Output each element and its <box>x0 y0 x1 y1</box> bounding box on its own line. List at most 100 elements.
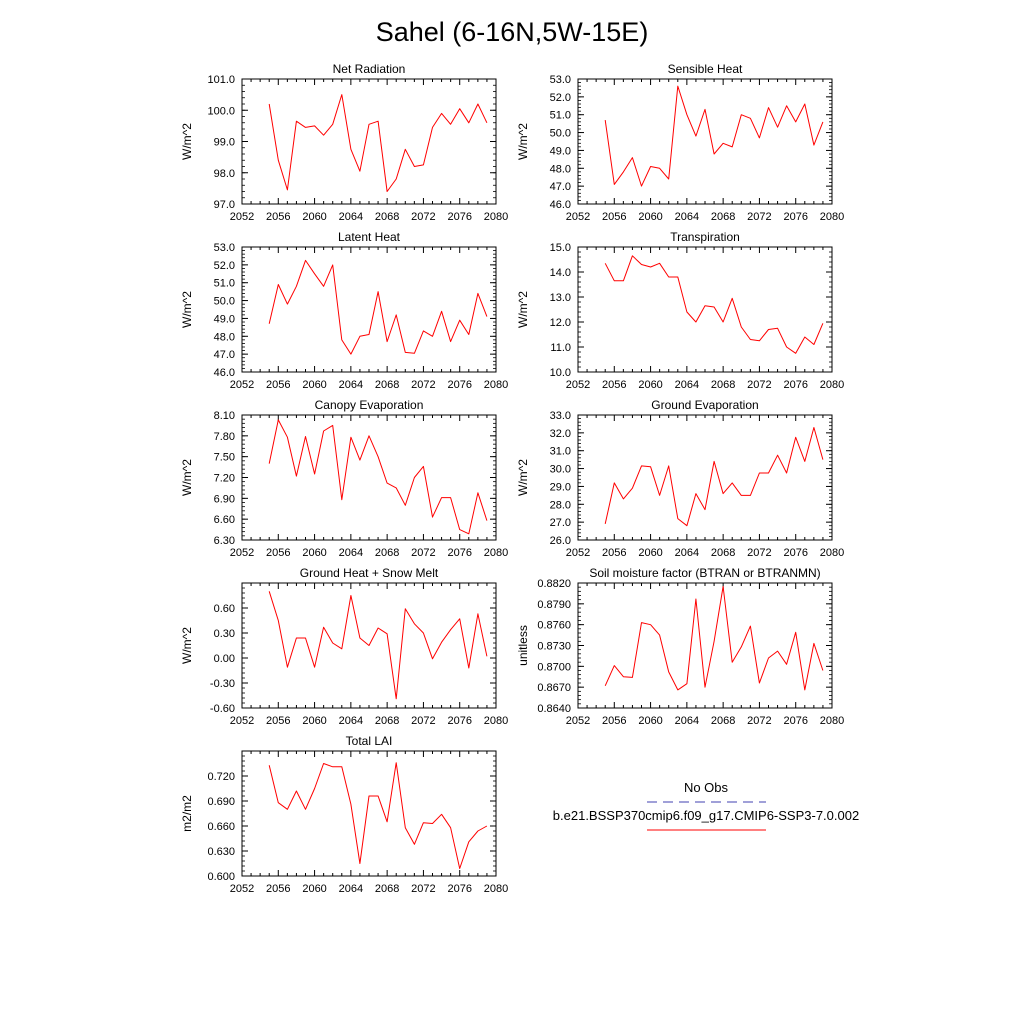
y-tick-label: 12.0 <box>550 317 571 329</box>
panel-title: Ground Evaporation <box>651 398 758 412</box>
y-axis-label: W/m^2 <box>180 291 194 328</box>
y-tick-label: 0.8790 <box>537 599 571 611</box>
plot-frame <box>241 750 497 877</box>
y-tick-label: 48.0 <box>214 331 235 343</box>
y-tick-label: 0.8700 <box>537 661 571 673</box>
y-tick-label: 0.8820 <box>537 578 571 590</box>
x-tick-label: 2064 <box>339 715 363 727</box>
y-tick-label: 6.90 <box>214 493 235 505</box>
x-tick-label: 2064 <box>675 715 699 727</box>
y-tick-label: 11.0 <box>550 342 571 354</box>
x-tick-label: 2076 <box>447 547 471 559</box>
x-tick-label: 2064 <box>339 379 363 391</box>
y-tick-label: 0.00 <box>214 653 235 665</box>
x-tick-label: 2072 <box>747 211 771 223</box>
panel-title: Sensible Heat <box>668 62 743 76</box>
y-axis-label: W/m^2 <box>516 123 530 160</box>
panel-8: Soil moisture factor (BTRAN or BTRANMN) u… <box>516 566 844 727</box>
x-tick-label: 2052 <box>566 379 590 391</box>
x-tick-label: 2068 <box>375 379 399 391</box>
y-tick-label: 0.8760 <box>537 620 571 632</box>
y-axis-label: W/m^2 <box>180 123 194 160</box>
y-tick-label: 6.60 <box>214 514 235 526</box>
y-tick-label: 26.0 <box>550 535 571 547</box>
y-tick-label: 7.80 <box>214 431 235 443</box>
x-tick-label: 2060 <box>302 715 326 727</box>
x-tick-label: 2076 <box>783 211 807 223</box>
x-tick-label: 2060 <box>638 715 662 727</box>
panel-9: Total LAI m2/m2 2052 2056 2060 2064 2068 2072 20… <box>180 734 508 895</box>
x-tick-label: 2072 <box>411 211 435 223</box>
x-tick-label: 2060 <box>638 379 662 391</box>
y-tick-label: 98.0 <box>214 168 235 180</box>
y-tick-label: 50.0 <box>214 296 235 308</box>
x-tick-label: 2052 <box>230 379 254 391</box>
y-tick-label: 0.720 <box>207 771 235 783</box>
series-line <box>268 762 488 869</box>
plot-frame <box>577 78 833 205</box>
x-tick-label: 2068 <box>375 547 399 559</box>
y-tick-label: 46.0 <box>550 199 571 211</box>
y-tick-label: 15.0 <box>550 242 571 254</box>
x-tick-label: 2068 <box>711 211 735 223</box>
y-axis-label: W/m^2 <box>516 291 530 328</box>
x-tick-label: 2056 <box>266 547 290 559</box>
x-tick-label: 2076 <box>783 379 807 391</box>
panel-5: Canopy Evaporation W/m^2 2052 2056 2060 2064 2… <box>180 398 508 559</box>
series-line <box>268 94 488 192</box>
x-tick-label: 2052 <box>230 883 254 895</box>
y-tick-label: 29.0 <box>550 481 571 493</box>
y-tick-label: 46.0 <box>214 367 235 379</box>
panel-title: Canopy Evaporation <box>315 398 424 412</box>
y-axis-label: m2/m2 <box>180 795 194 832</box>
y-tick-label: 31.0 <box>550 446 571 458</box>
x-tick-label: 2076 <box>447 379 471 391</box>
y-axis-label: unitless <box>516 625 530 666</box>
x-tick-label: 2072 <box>411 379 435 391</box>
x-tick-label: 2072 <box>747 547 771 559</box>
y-tick-label: 0.600 <box>207 871 235 883</box>
y-tick-label: 48.0 <box>550 163 571 175</box>
y-tick-label: 8.10 <box>214 410 235 422</box>
y-tick-label: 49.0 <box>550 145 571 157</box>
x-tick-label: 2064 <box>675 547 699 559</box>
y-tick-label: 30.0 <box>550 464 571 476</box>
y-tick-label: 13.0 <box>550 292 571 304</box>
plot-frame <box>241 414 497 541</box>
y-tick-label: 49.0 <box>214 313 235 325</box>
x-tick-label: 2076 <box>783 547 807 559</box>
plot-frame <box>241 246 497 373</box>
legend-obs-label: No Obs <box>684 780 729 795</box>
legend-model-label: b.e21.BSSP370cmip6.f09_g17.CMIP6-SSP3-7.… <box>553 808 859 823</box>
y-tick-label: 10.0 <box>550 367 571 379</box>
x-tick-label: 2060 <box>302 547 326 559</box>
x-tick-label: 2052 <box>566 547 590 559</box>
x-tick-label: 2068 <box>711 379 735 391</box>
x-tick-label: 2080 <box>484 211 508 223</box>
y-tick-label: 99.0 <box>214 137 235 149</box>
panel-1: Net Radiation W/m^2 2052 2056 2060 2064 2068 20… <box>180 62 508 223</box>
x-tick-label: 2060 <box>302 211 326 223</box>
y-tick-label: 52.0 <box>550 92 571 104</box>
y-tick-label: 0.60 <box>214 603 235 615</box>
x-tick-label: 2080 <box>484 715 508 727</box>
x-tick-label: 2060 <box>638 547 662 559</box>
y-tick-label: 0.8670 <box>537 682 571 694</box>
panel-title: Soil moisture factor (BTRAN or BTRANMN) <box>589 566 820 580</box>
panel-title: Ground Heat + Snow Melt <box>300 566 439 580</box>
x-tick-label: 2072 <box>411 547 435 559</box>
y-tick-label: 51.0 <box>214 278 235 290</box>
x-tick-label: 2072 <box>411 715 435 727</box>
series-line <box>604 255 824 354</box>
y-tick-label: 0.660 <box>207 821 235 833</box>
x-tick-label: 2068 <box>375 211 399 223</box>
x-tick-label: 2052 <box>230 547 254 559</box>
panels: Net Radiation W/m^2 2052 2056 2060 2064 2068 20… <box>180 62 844 895</box>
y-tick-label: 14.0 <box>550 267 571 279</box>
y-tick-label: 0.630 <box>207 846 235 858</box>
y-tick-label: 6.30 <box>214 535 235 547</box>
x-tick-label: 2064 <box>675 211 699 223</box>
series-line <box>604 427 824 527</box>
y-tick-label: 100.0 <box>207 105 235 117</box>
